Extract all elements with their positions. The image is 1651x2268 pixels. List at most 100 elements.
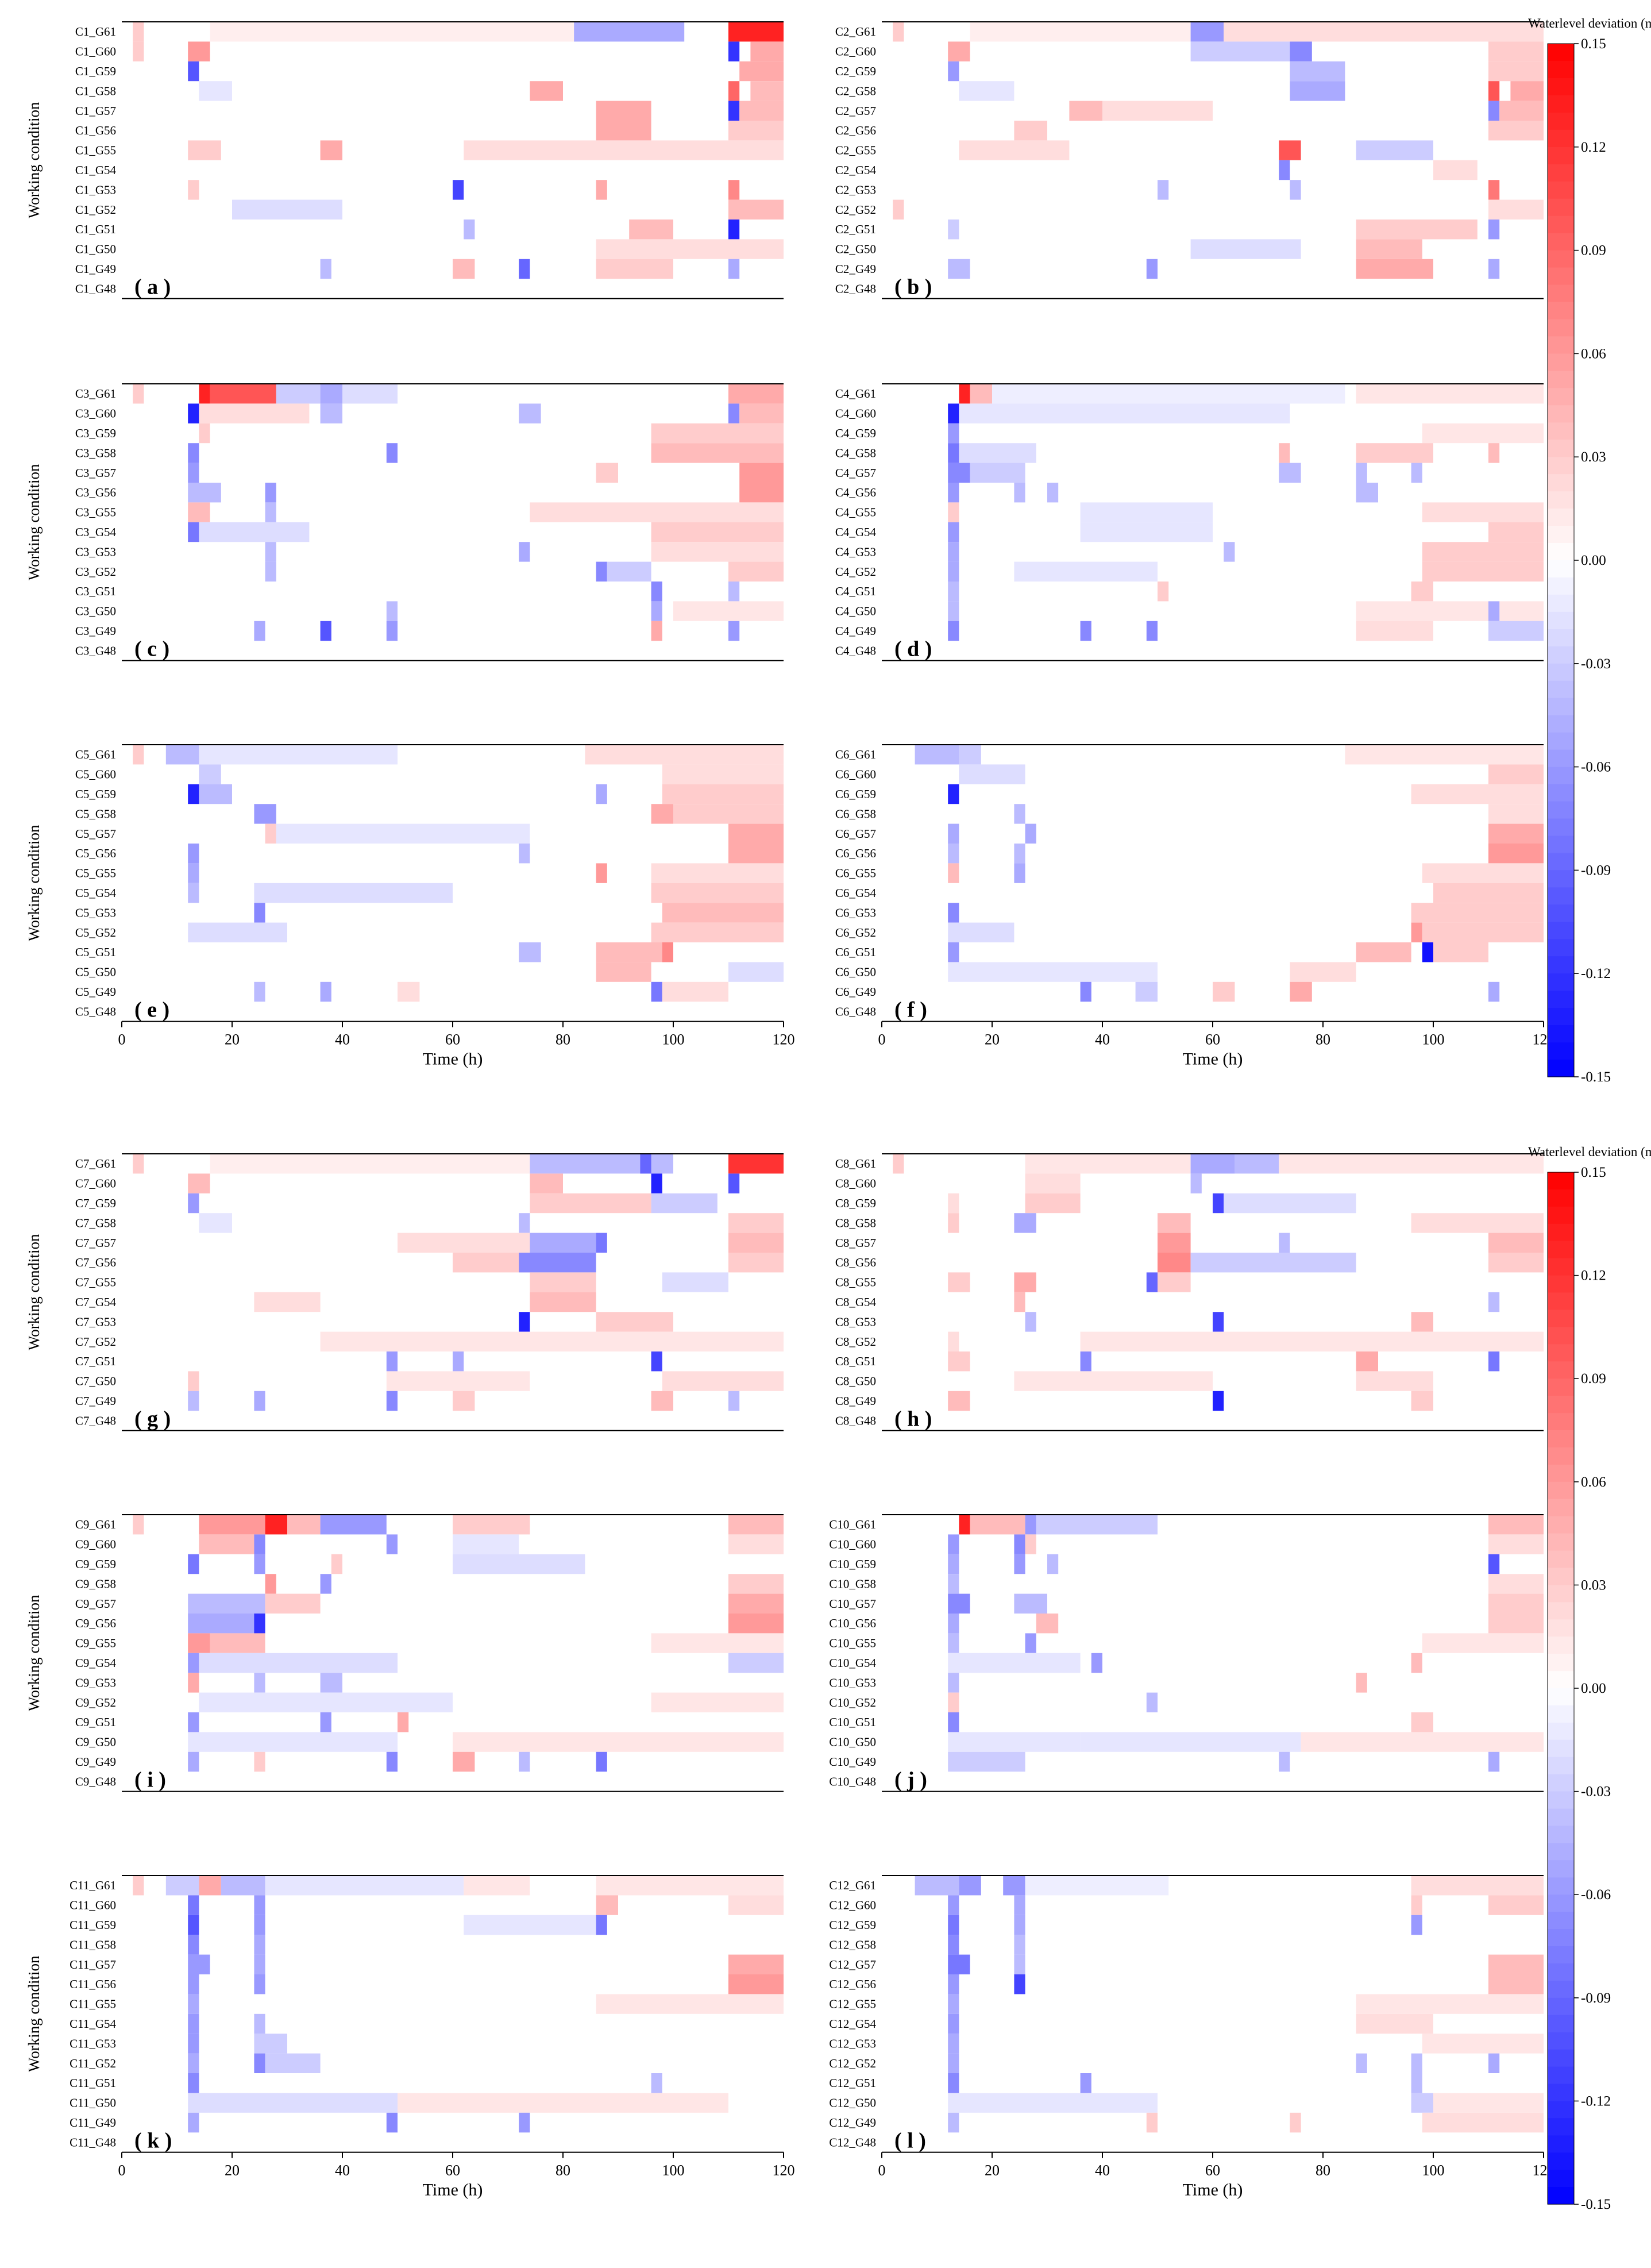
heatmap-cell-C8-G51 [1356,1351,1378,1372]
y-tick-label-C4-G54: C4_G54 [835,525,877,539]
heatmap-cell-C8-G50 [1014,1371,1213,1391]
heatmap-cell-C10-G60 [1014,1534,1025,1554]
heatmap-cell-C3-G57 [596,463,618,483]
heatmap-cell-C11-G61 [265,1876,464,1896]
colorbar-segment [1548,198,1574,217]
y-tick-label-C12-G60: C12_G60 [829,1899,876,1912]
heatmap-cell-C11-G55 [596,1994,784,2014]
heatmap-cell-C7-G57 [728,1233,784,1253]
heatmap-cell-C6-G51 [1433,942,1488,962]
heatmap-cell-C9-G52 [651,1692,784,1712]
y-tick-label-C11-G51: C11_G51 [70,2076,116,2090]
heatmap-cell-C5-G59 [188,784,199,804]
y-tick-label-C4-G55: C4_G55 [835,506,876,519]
heatmap-cell-C12-G53 [1422,2034,1544,2054]
heatmap-cell-C5-G59 [596,784,607,804]
heatmap-cell-C2-G55 [1356,140,1433,160]
colorbar-segment [1548,2153,1574,2170]
heatmap-cell-C1-G59 [739,61,784,82]
y-tick-label-C2-G58: C2_G58 [835,84,876,98]
y-tick-label-C8-G52: C8_G52 [835,1335,876,1349]
heatmap-cell-C10-G61 [1025,1515,1036,1535]
colorbar-segment [1548,1826,1574,1843]
colorbar-segment [1548,1396,1574,1414]
heatmap-cell-C9-G49 [188,1751,199,1772]
heatmap-cell-C9-G52 [199,1692,453,1712]
heatmap-cell-C2-G58 [1488,81,1500,101]
colorbar-segment [1548,1585,1574,1603]
heatmap-cell-C12-G59 [1411,1915,1422,1935]
heatmap-cell-C3-G61 [728,384,784,404]
heatmap-cell-C2-G54 [1433,160,1478,180]
heatmap-cell-C6-G54 [1433,883,1544,903]
heatmap-cell-C12-G52 [948,2053,959,2073]
heatmap-cell-C7-G49 [651,1391,673,1411]
y-tick-label-C7-G50: C7_G50 [75,1374,116,1388]
colorbar-segment [1548,1619,1574,1637]
y-tick-label-C10-G48: C10_G48 [829,1774,876,1788]
heatmap-cell-C6-G49 [1080,981,1091,1002]
colorbar-segment [1548,457,1574,475]
y-tick-label-C4-G60: C4_G60 [835,407,876,421]
heatmap-cell-C3-G59 [199,423,210,444]
colorbar-segment [1548,1275,1574,1293]
y-tick-label-C3-G58: C3_G58 [75,446,116,460]
heatmap-cell-C6-G50 [1290,962,1356,982]
heatmap-cell-C12-G61 [915,1876,959,1896]
y-tick-label-C7-G51: C7_G51 [75,1354,116,1368]
x-tick-label: 100 [662,2162,685,2179]
heatmap-cell-C1-G58 [728,81,740,101]
heatmap-cell-C10-G53 [1356,1673,1367,1693]
heatmap-cell-C2-G53 [1290,180,1301,200]
heatmap-cell-C6-G57 [948,823,959,844]
heatmap-cell-C11-G57 [188,1954,210,1974]
x-tick-label: 100 [1422,2162,1445,2179]
heatmap-cell-C5-G55 [188,863,199,883]
heatmap-cell-C4-G58 [959,443,1036,463]
heatmap-cell-C10-G50 [1301,1732,1544,1752]
y-tick-label-C5-G50: C5_G50 [75,965,116,979]
x-tick-label: 20 [985,1031,1000,1048]
x-tick-label: 40 [1095,1031,1110,1048]
heatmap-cell-C5-G57 [265,823,276,844]
heatmap-cell-C5-G56 [728,844,784,864]
heatmap-cell-C10-G59 [1014,1554,1025,1574]
heatmap-cell-C3-G49 [254,621,265,641]
heatmap-cell-C2-G59 [948,61,959,82]
y-tick-label-C7-G55: C7_G55 [75,1276,116,1289]
heatmap-cell-C1-G50 [596,239,784,259]
y-tick-label-C10-G51: C10_G51 [829,1715,876,1729]
colorbar-segment [1548,818,1574,837]
heatmap-cell-C11-G53 [188,2034,199,2054]
heatmap-cell-C5-G53 [662,903,784,923]
heatmap-cell-C7-G56 [519,1253,596,1273]
heatmap-cell-C9-G61 [287,1515,321,1535]
heatmap-cell-C8-G55 [1014,1272,1036,1292]
heatmap-cell-C8-G49 [948,1391,970,1411]
heatmap-cell-C5-G61 [165,745,199,765]
y-tick-label-C1-G51: C1_G51 [75,222,116,236]
y-tick-label-C8-G49: C8_G49 [835,1394,876,1408]
heatmap-cell-C6-G57 [1025,823,1036,844]
heatmap-cell-C5-G53 [254,903,265,923]
colorbar-segment [1548,1499,1574,1517]
y-tick-label-C6-G53: C6_G53 [835,906,876,919]
heatmap-cell-C2-G60 [1488,41,1544,61]
heatmap-cell-C10-G54 [1091,1653,1102,1673]
y-tick-label-C8-G61: C8_G61 [835,1157,876,1170]
heatmap-cell-C10-G54 [1411,1653,1422,1673]
heatmap-cell-C2-G60 [1190,41,1290,61]
y-tick-label-C6-G51: C6_G51 [835,945,876,959]
y-tick-label-C10-G52: C10_G52 [829,1696,876,1709]
colorbar-tick-label: -0.09 [1581,862,1611,878]
heatmap-cell-C1-G51 [629,220,673,240]
heatmap-cell-C6-G56 [1488,844,1544,864]
heatmap-cell-C12-G57 [948,1954,970,1974]
heatmap-cell-C4-G53 [1224,542,1235,562]
heatmap-cell-C7-G49 [453,1391,475,1411]
y-tick-label-C6-G59: C6_G59 [835,787,876,801]
heatmap-cell-C1-G61 [574,22,685,42]
heatmap-cell-C5-G51 [519,942,541,962]
colorbar-segment [1548,1774,1574,1792]
heatmap-cell-C10-G51 [1411,1712,1433,1732]
